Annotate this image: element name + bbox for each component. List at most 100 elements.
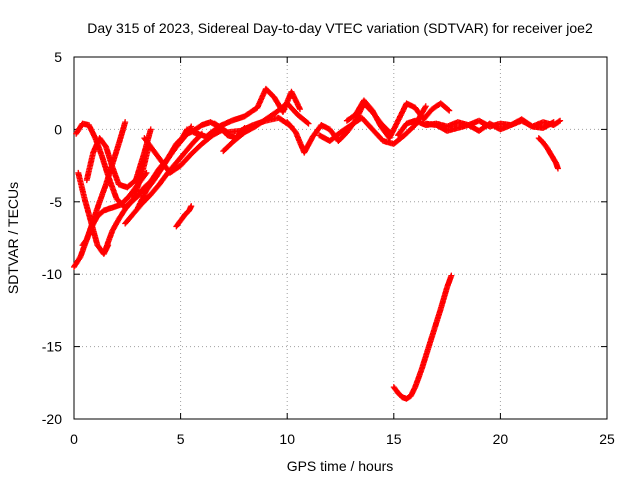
data-point bbox=[407, 392, 414, 399]
data-point bbox=[358, 114, 365, 121]
data-point bbox=[224, 129, 231, 136]
data-point bbox=[380, 137, 387, 144]
data-point bbox=[102, 245, 109, 252]
data-point bbox=[198, 140, 205, 147]
data-point bbox=[230, 137, 237, 144]
data-point bbox=[122, 220, 129, 227]
data-point bbox=[177, 162, 184, 169]
data-point bbox=[83, 236, 90, 243]
plot-frame bbox=[73, 56, 608, 420]
data-point bbox=[102, 143, 109, 150]
data-point bbox=[254, 104, 261, 111]
data-point bbox=[98, 152, 105, 159]
data-point bbox=[412, 104, 419, 111]
data-point bbox=[437, 305, 444, 312]
data-point bbox=[81, 195, 88, 202]
data-point bbox=[143, 187, 150, 194]
data-point bbox=[96, 135, 103, 142]
data-point bbox=[348, 122, 355, 129]
grid-layer bbox=[74, 57, 607, 419]
data-point bbox=[190, 129, 197, 136]
data-point bbox=[418, 366, 425, 373]
data-point bbox=[540, 139, 547, 146]
data-trail bbox=[536, 136, 561, 171]
data-point bbox=[335, 137, 342, 144]
x-tick-label: 0 bbox=[70, 431, 78, 447]
data-point bbox=[540, 119, 547, 126]
data-point bbox=[444, 127, 451, 134]
data-point bbox=[301, 149, 308, 156]
data-point bbox=[292, 129, 299, 136]
y-tick-label: 0 bbox=[54, 121, 62, 137]
data-point bbox=[109, 164, 116, 171]
data-point bbox=[134, 193, 141, 200]
data-point bbox=[557, 117, 564, 124]
data-point bbox=[309, 133, 316, 140]
data-point bbox=[188, 151, 195, 158]
y-tick-label: -20 bbox=[42, 411, 62, 427]
data-point bbox=[115, 140, 122, 147]
data-point bbox=[262, 117, 269, 124]
data-point bbox=[412, 384, 419, 391]
data-point bbox=[529, 123, 536, 130]
data-point bbox=[305, 120, 312, 127]
data-point bbox=[535, 135, 542, 142]
data-point bbox=[94, 242, 101, 249]
data-point bbox=[401, 132, 408, 139]
data-point bbox=[486, 120, 493, 127]
data-point bbox=[181, 132, 188, 139]
data-point bbox=[318, 122, 325, 129]
data-point bbox=[83, 177, 90, 184]
data-point bbox=[102, 181, 109, 188]
y-tick-label: -15 bbox=[42, 339, 62, 355]
x-tick-label: 20 bbox=[493, 431, 509, 447]
data-point bbox=[288, 88, 295, 95]
data-point bbox=[395, 389, 402, 396]
data-point bbox=[316, 132, 323, 139]
data-series-arc-20 bbox=[535, 135, 561, 172]
data-point bbox=[94, 213, 101, 220]
data-point bbox=[126, 193, 133, 200]
data-point bbox=[130, 210, 137, 217]
data-point bbox=[79, 242, 86, 249]
data-point bbox=[77, 253, 84, 260]
data-point bbox=[90, 149, 97, 156]
data-point bbox=[166, 169, 173, 176]
data-point bbox=[554, 165, 561, 172]
data-point bbox=[497, 126, 504, 133]
data-point bbox=[75, 169, 82, 176]
data-point bbox=[198, 122, 205, 129]
data-point bbox=[369, 126, 376, 133]
data-point bbox=[141, 135, 148, 142]
data-point bbox=[122, 206, 129, 213]
data-point bbox=[550, 119, 557, 126]
data-point bbox=[518, 116, 525, 123]
data-point bbox=[446, 107, 453, 114]
data-point bbox=[390, 384, 397, 391]
data-point bbox=[134, 181, 141, 188]
data-point bbox=[122, 119, 129, 126]
data-point bbox=[378, 123, 385, 130]
data-point bbox=[403, 100, 410, 107]
data-point bbox=[437, 100, 444, 107]
data-trail bbox=[391, 273, 454, 402]
data-point bbox=[211, 120, 218, 127]
data-series-arc-5 bbox=[79, 169, 150, 249]
data-point bbox=[284, 119, 291, 126]
data-point bbox=[422, 120, 429, 127]
data-point bbox=[134, 204, 141, 211]
data-point bbox=[149, 146, 156, 153]
data-point bbox=[113, 195, 120, 202]
ticks-layer: 0 5 10 15 20 25 -20 -15 -10 -5 0 5 bbox=[42, 49, 615, 447]
data-point bbox=[433, 122, 440, 129]
data-point bbox=[250, 122, 257, 129]
data-point bbox=[188, 203, 195, 210]
data-point bbox=[237, 127, 244, 134]
data-trail bbox=[142, 127, 226, 175]
data-point bbox=[337, 129, 344, 136]
data-point bbox=[228, 117, 235, 124]
data-point bbox=[284, 100, 291, 107]
data-point bbox=[100, 207, 107, 214]
data-point bbox=[403, 120, 410, 127]
data-point bbox=[273, 109, 280, 116]
